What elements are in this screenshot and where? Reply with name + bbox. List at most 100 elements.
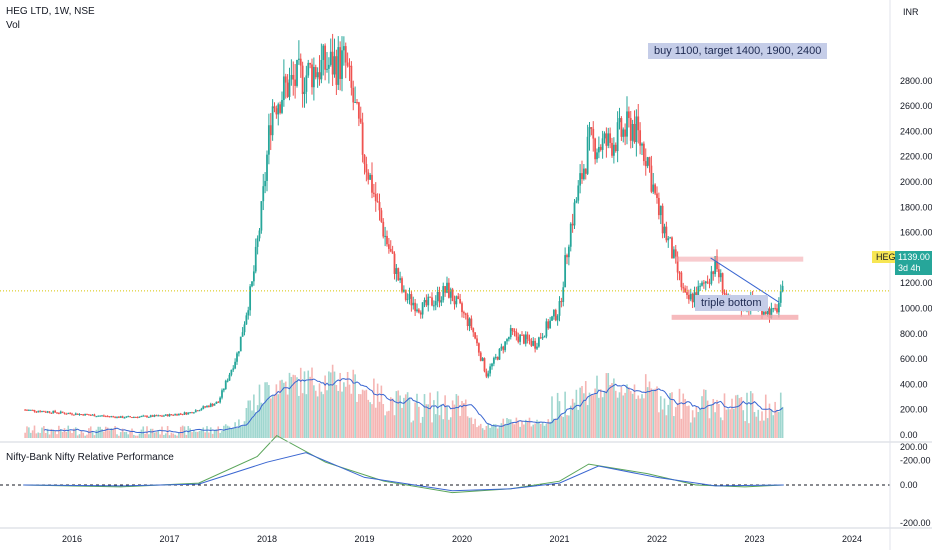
volume-bar (316, 396, 319, 438)
volume-bar (556, 392, 559, 438)
volume-bar (378, 401, 381, 438)
candle-body (537, 337, 540, 347)
volume-bar (539, 423, 542, 438)
candle-body (770, 308, 773, 319)
candle-body (251, 281, 253, 287)
candle-body (779, 290, 782, 303)
candle-body (99, 415, 102, 417)
candle-body (492, 357, 495, 364)
volume-bar (434, 414, 437, 438)
volume-bar (714, 412, 716, 438)
candle-body (611, 142, 613, 156)
candle-body (344, 46, 347, 63)
volume-bar (399, 395, 401, 438)
candle-body (266, 154, 268, 181)
volume-bar (198, 430, 201, 438)
volume-bar (718, 404, 720, 438)
volume-bar (106, 427, 109, 438)
volume-bar (226, 425, 229, 438)
volume-bar (384, 415, 386, 438)
volume-bar (781, 406, 784, 438)
candle-body (146, 415, 148, 418)
candle-body (245, 315, 248, 325)
candle-body (674, 249, 677, 257)
volume-bar (419, 422, 422, 438)
candle-body (172, 414, 175, 416)
candle-body (515, 331, 518, 337)
price-tick-label: 2000.00 (900, 177, 932, 187)
volume-bar (744, 421, 746, 438)
candle-body (119, 416, 122, 418)
volume-bar (629, 391, 632, 438)
candle-body (215, 401, 218, 404)
candle-body (256, 238, 259, 247)
candle-body (686, 292, 688, 295)
candle-body (159, 415, 162, 417)
volume-bar (579, 387, 581, 438)
volume-bar (358, 393, 360, 438)
volume-bar (678, 388, 681, 438)
volume-bar (71, 432, 73, 438)
volume-bar (438, 415, 441, 438)
volume-bar (59, 429, 62, 438)
candle-body (320, 59, 323, 80)
volume-bar (680, 418, 683, 438)
bar-countdown: 3d 4h (898, 263, 921, 273)
candle-body (397, 268, 400, 281)
candle-body (232, 368, 235, 370)
candle-body (588, 127, 591, 137)
volume-bar (553, 418, 555, 438)
volume-bar (352, 369, 355, 438)
candle-body (491, 363, 493, 367)
volume-bar (95, 429, 98, 438)
volume-bar (153, 432, 156, 438)
candle-body (48, 411, 51, 413)
volume-bar (134, 435, 137, 438)
candle-body (97, 415, 100, 417)
volume-bar (56, 434, 58, 438)
volume-bar (532, 424, 535, 438)
volume-bar (164, 433, 167, 438)
pattern-note[interactable]: triple bottom (695, 295, 768, 311)
volume-bar (211, 433, 214, 438)
candle-body (305, 75, 308, 92)
volume-bar (500, 423, 503, 438)
volume-bar (577, 409, 580, 438)
volume-bar (740, 397, 743, 438)
volume-bar (155, 431, 158, 438)
volume-bar (418, 406, 420, 438)
volume-bar (376, 383, 379, 438)
trendline (710, 257, 780, 303)
volume-bar (363, 390, 366, 438)
candle-body (708, 282, 711, 284)
candle-body (762, 311, 765, 315)
last-price: 1139.00 (898, 252, 930, 262)
volume-bar (436, 391, 439, 438)
volume-bar (633, 384, 636, 438)
volume-bar (536, 419, 538, 438)
candle-body (485, 371, 488, 377)
volume-bar (637, 395, 640, 438)
candle-body (470, 318, 473, 329)
candle-body (166, 414, 169, 417)
candle-body (33, 409, 36, 412)
volume-bar (348, 384, 351, 438)
volume-bar (506, 418, 508, 438)
candle-body (46, 411, 49, 413)
candle-body (710, 271, 713, 284)
volume-bar (611, 383, 613, 438)
volume-bar (328, 371, 330, 438)
candle-body (451, 289, 454, 302)
target-note[interactable]: buy 1100, target 1400, 1900, 2400 (648, 43, 828, 59)
volume-bar (168, 435, 171, 438)
candle-body (498, 348, 501, 360)
candle-body (333, 56, 336, 75)
volume-bar (538, 421, 540, 438)
candle-body (590, 127, 593, 129)
candle-body (573, 202, 576, 226)
volume-bar (721, 420, 724, 438)
candle-body (620, 118, 623, 137)
volume-bar (299, 367, 302, 438)
volume-bar (421, 416, 424, 438)
volume-bar (148, 434, 150, 438)
